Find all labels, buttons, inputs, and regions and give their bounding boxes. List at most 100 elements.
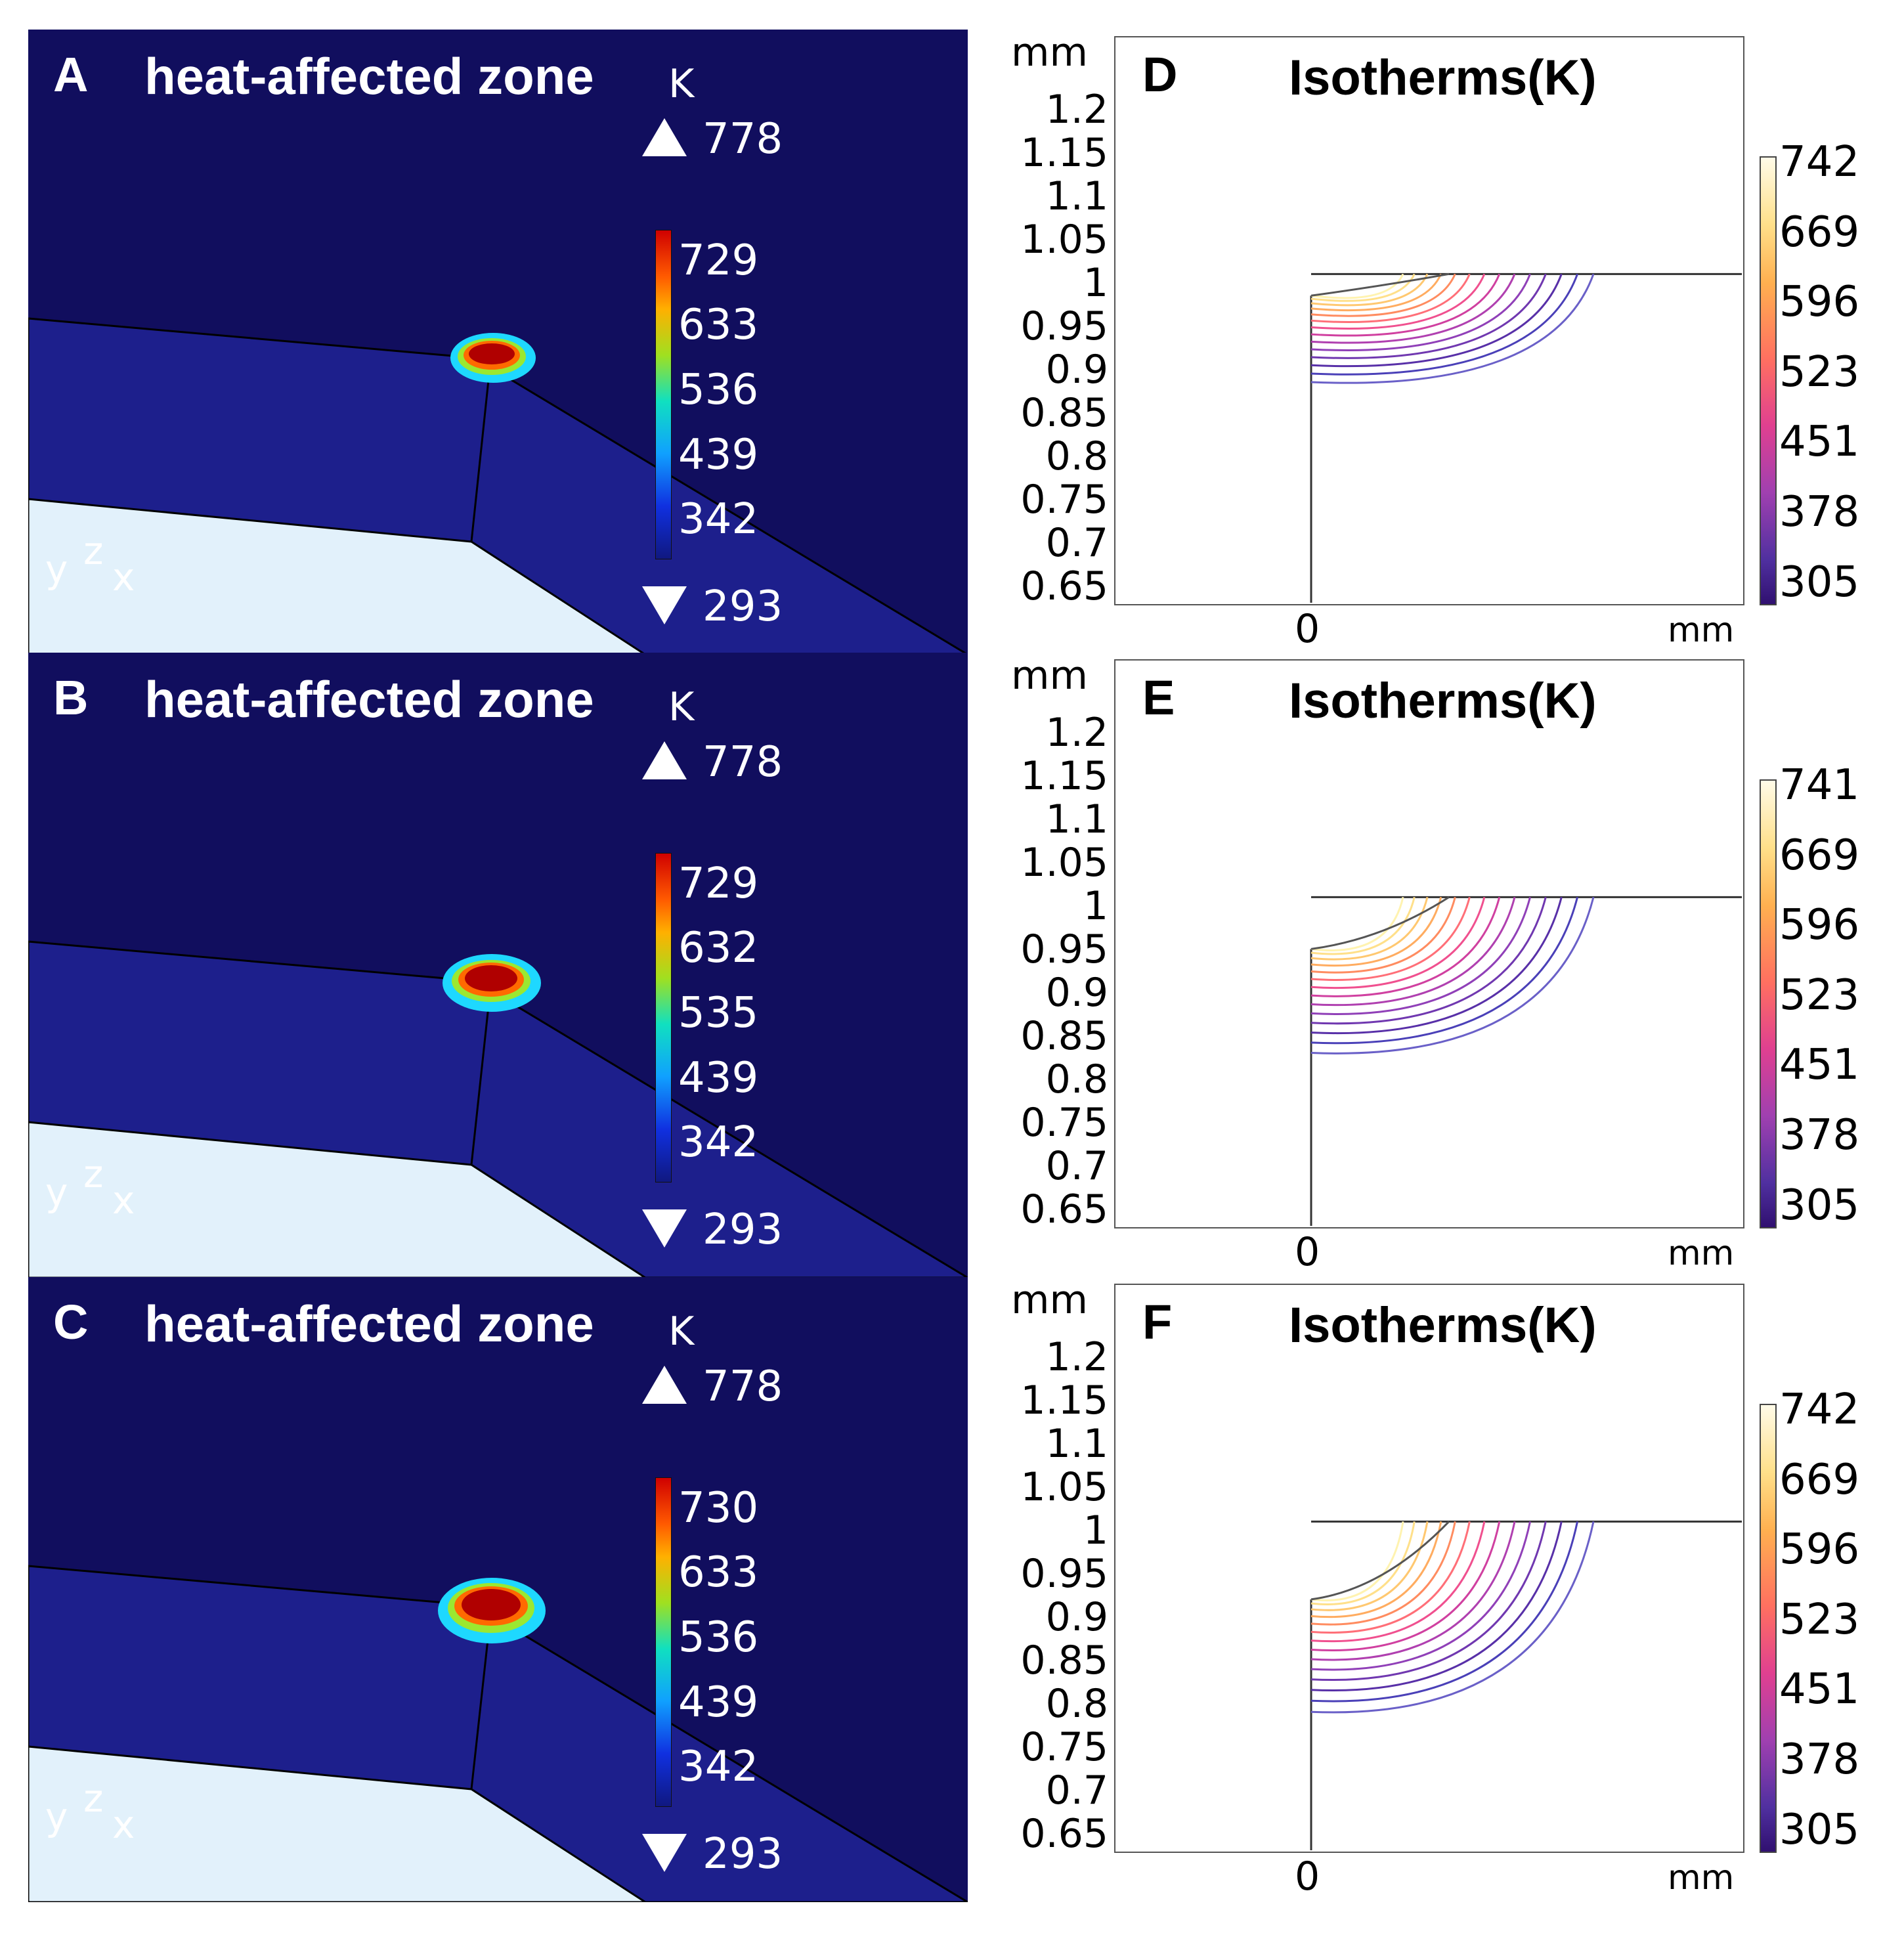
colorbar-tick: 451 — [1779, 1665, 1860, 1714]
min-triangle-icon — [642, 1209, 687, 1248]
substrate-boundary — [1310, 272, 1742, 603]
axis-x-label: x — [112, 555, 135, 599]
melt-pool-boundary — [1310, 1521, 1450, 1601]
colorbar-tick: 729 — [678, 859, 759, 908]
y-tick: 0.85 — [1020, 1013, 1108, 1059]
isotherm-line — [1310, 1521, 1563, 1692]
max-value: 778 — [703, 115, 783, 163]
colorbar — [1760, 779, 1777, 1228]
colorbar-tick: 378 — [1779, 1111, 1860, 1160]
max-value: 778 — [703, 738, 783, 787]
colorbar-tick: 305 — [1779, 1806, 1860, 1854]
axis-triad: y z x — [45, 529, 144, 601]
colorbar — [1760, 156, 1777, 605]
isotherm-line — [1310, 896, 1416, 955]
y-tick: 1 — [1083, 883, 1108, 929]
y-tick: 0.9 — [1045, 970, 1108, 1016]
panel-letter: D — [1142, 47, 1178, 102]
panel-title: Isotherms(K) — [1289, 1297, 1597, 1353]
colorbar-tick: 596 — [1779, 278, 1860, 326]
colorbar-tick: 596 — [1779, 1525, 1860, 1574]
colorbar — [655, 230, 672, 559]
y-tick: 1.15 — [1020, 130, 1108, 176]
colorbar-tick: 378 — [1779, 1735, 1860, 1784]
max-value: 778 — [703, 1362, 783, 1411]
y-tick: 0.75 — [1020, 1724, 1108, 1770]
melt-pool-boundary — [1310, 272, 1450, 297]
min-value: 293 — [703, 582, 783, 631]
y-tick: 0.95 — [1020, 926, 1108, 972]
colorbar-tick: 535 — [678, 989, 759, 1037]
colorbar-tick: 669 — [1779, 208, 1860, 257]
max-triangle-icon — [642, 741, 687, 779]
panel-title: heat-affected zone — [144, 670, 594, 728]
panel-a: A heat-affected zone K 778 729 633 536 4… — [28, 30, 968, 655]
panel-title: Isotherms(K) — [1289, 673, 1597, 729]
y-tick: 0.7 — [1045, 1768, 1108, 1814]
isotherm-line — [1310, 273, 1486, 330]
isotherm-line — [1310, 1521, 1429, 1611]
y-tick: 1.1 — [1045, 1421, 1108, 1467]
colorbar — [655, 853, 672, 1183]
isotherm-line — [1310, 1521, 1471, 1634]
y-tick: 1.05 — [1020, 217, 1108, 263]
y-tick: 1.2 — [1045, 1334, 1108, 1380]
colorbar-tick: 669 — [1779, 831, 1860, 880]
panel-c: C heat-affected zone K 778 730 633 536 4… — [28, 1277, 968, 1902]
axis-y-label: y — [45, 547, 68, 592]
isotherm-line — [1310, 1521, 1442, 1618]
isotherm-line — [1310, 1521, 1404, 1601]
min-value: 293 — [703, 1205, 783, 1254]
plot-area — [1114, 1284, 1744, 1853]
isotherm-line — [1310, 273, 1429, 307]
y-axis-unit: mm — [1011, 30, 1088, 76]
plot-area — [1114, 36, 1744, 605]
y-tick: 0.8 — [1045, 1056, 1108, 1102]
isotherm-line — [1310, 273, 1563, 368]
x-axis-unit: mm — [1668, 1234, 1735, 1273]
isotherm-line — [1310, 273, 1471, 323]
isotherm-line — [1310, 273, 1578, 376]
axis-x-label: x — [112, 1178, 135, 1223]
axis-triad: y z x — [45, 1152, 144, 1224]
axis-x-label: x — [112, 1802, 135, 1847]
panel-c-scene — [28, 1277, 968, 1902]
colorbar-tick: 342 — [678, 1743, 759, 1791]
colorbar-tick: 523 — [1779, 348, 1860, 397]
y-tick: 0.8 — [1045, 1681, 1108, 1727]
isotherm-plot — [1310, 896, 1742, 1226]
colorbar-tick: 669 — [1779, 1456, 1860, 1504]
isotherm-line — [1310, 1521, 1516, 1661]
colorbar — [655, 1477, 672, 1807]
isotherm-line — [1310, 273, 1531, 352]
y-tick: 0.75 — [1020, 477, 1108, 523]
isotherm-line — [1310, 896, 1501, 997]
colorbar-tick: 523 — [1779, 1596, 1860, 1644]
colorbar-tick: 596 — [1779, 901, 1860, 949]
unit-label: K — [668, 61, 695, 107]
colorbar-tick: 632 — [678, 924, 759, 972]
isotherm-line — [1310, 273, 1595, 384]
axis-z-label: z — [83, 529, 104, 573]
colorbar-tick: 451 — [1779, 1041, 1860, 1089]
y-tick: 1.2 — [1045, 87, 1108, 133]
isotherm-line — [1310, 897, 1404, 951]
isotherm-line — [1310, 896, 1442, 967]
isotherm-line — [1310, 1521, 1595, 1714]
y-tick: 0.7 — [1045, 520, 1108, 566]
isotherm-line — [1310, 896, 1456, 974]
y-tick: 0.65 — [1020, 563, 1108, 609]
panel-letter: F — [1142, 1295, 1173, 1349]
colorbar-tick: 741 — [1779, 761, 1860, 810]
min-triangle-icon — [642, 586, 687, 624]
isotherm-line — [1310, 896, 1486, 989]
y-tick: 0.8 — [1045, 433, 1108, 479]
max-triangle-icon — [642, 118, 687, 156]
colorbar-tick: 523 — [1779, 971, 1860, 1020]
panel-letter: A — [53, 47, 89, 102]
substrate-boundary — [1310, 896, 1742, 1226]
y-tick: 1.05 — [1020, 1464, 1108, 1510]
y-tick: 1.1 — [1045, 796, 1108, 842]
y-tick: 1.05 — [1020, 840, 1108, 886]
y-tick: 0.7 — [1045, 1143, 1108, 1189]
